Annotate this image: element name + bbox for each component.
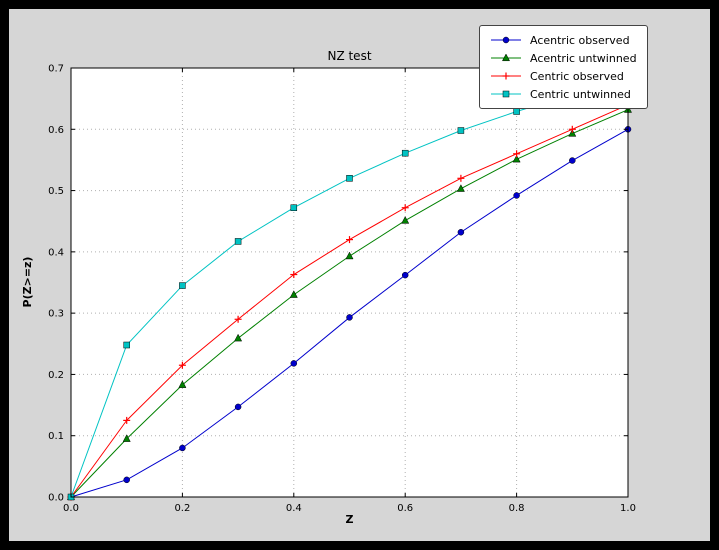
marker-square-centric-untwinned	[457, 127, 465, 134]
marker-circle-acentric-observed	[401, 271, 409, 279]
marker-triangle-acentric-untwinned	[501, 53, 511, 62]
marker-circle-acentric-observed	[290, 360, 298, 367]
marker-circle-acentric-observed	[513, 192, 520, 199]
legend-sample-acentric-observed	[491, 36, 521, 44]
marker-triangle-acentric-untwinned	[178, 380, 187, 388]
marker-circle-acentric-observed	[502, 36, 510, 44]
marker-triangle-acentric-untwinned	[568, 129, 577, 137]
legend-label: Acentric untwinned	[530, 51, 637, 65]
marker-circle-acentric-observed	[457, 228, 465, 236]
axes-frame	[70, 67, 629, 498]
chart-title: NZ test	[327, 49, 372, 63]
marker-triangle-acentric-untwinned	[289, 290, 298, 298]
marker-triangle-acentric-untwinned	[512, 154, 521, 163]
marker-square-centric-untwinned	[123, 341, 130, 349]
marker-square-centric-untwinned	[346, 175, 353, 182]
legend-item-acentric-untwinned: Acentric untwinned	[490, 50, 637, 66]
figure-canvas: 0.0 0.2 0.4 0.6 0.8 1.0 0.0 0.1 0.2 0.3 0.4 0.5 0.6 0…	[9, 9, 710, 541]
x-tick-label: 0.8	[509, 503, 525, 514]
marker-triangle-acentric-untwinned	[345, 251, 354, 260]
marker-circle-acentric-observed	[234, 403, 242, 411]
marker-square-centric-untwinned	[502, 90, 510, 98]
y-tick-label: 0.7	[48, 64, 64, 75]
marker-square-centric-untwinned	[179, 282, 186, 289]
legend-item-centric-untwinned: Centric untwinned	[490, 86, 637, 102]
marker-triangle-acentric-untwinned	[456, 184, 465, 192]
marker-triangle-acentric-untwinned	[234, 333, 243, 342]
marker-square-centric-untwinned	[401, 149, 409, 157]
marker-triangle-acentric-untwinned	[122, 434, 131, 442]
legend-item-acentric-observed: Acentric observed	[490, 32, 637, 48]
y-axis-label: P(Z>=z)	[21, 256, 34, 308]
marker-circle-acentric-observed	[346, 314, 353, 321]
chart: 0.0 0.2 0.4 0.6 0.8 1.0 0.0 0.1 0.2 0.3 0.4 0.5 0.6 0…	[48, 64, 636, 515]
legend-label: Acentric observed	[530, 33, 630, 47]
legend-sample-centric-untwinned	[491, 90, 521, 98]
legend-item-centric-observed: Centric observed	[490, 68, 637, 84]
y-tick-label: 0.1	[48, 431, 64, 442]
marker-triangle-acentric-untwinned	[401, 216, 410, 224]
legend-label: Centric untwinned	[530, 87, 631, 101]
x-tick-label: 0.4	[286, 503, 302, 514]
y-tick-label: 0.4	[48, 247, 64, 258]
x-tick-label: 0.0	[63, 503, 79, 514]
legend-sample-acentric-untwinned	[491, 53, 521, 62]
marker-square-centric-untwinned	[234, 238, 242, 245]
y-tick-label: 0.5	[48, 186, 64, 197]
legend-label: Centric observed	[530, 69, 624, 83]
legend-sample-centric-observed	[491, 72, 521, 80]
x-tick-label: 0.6	[397, 503, 413, 514]
y-tick-label: 0.2	[48, 370, 64, 381]
y-tick-label: 0.6	[48, 125, 64, 136]
marker-circle-acentric-observed	[123, 476, 130, 484]
legend: Acentric observed Acentric untwinned Centr…	[479, 25, 648, 109]
x-axis-label: Z	[345, 513, 354, 526]
y-tick-label: 0.0	[48, 493, 64, 504]
marker-square-centric-untwinned	[290, 204, 298, 211]
y-tick-label: 0.3	[48, 309, 64, 320]
x-tick-label: 0.2	[174, 503, 190, 514]
x-tick-label: 1.0	[620, 503, 636, 514]
marker-circle-acentric-observed	[179, 444, 186, 452]
marker-circle-acentric-observed	[569, 157, 576, 164]
plot-area	[71, 68, 628, 497]
marker-square-centric-untwinned	[513, 108, 520, 115]
